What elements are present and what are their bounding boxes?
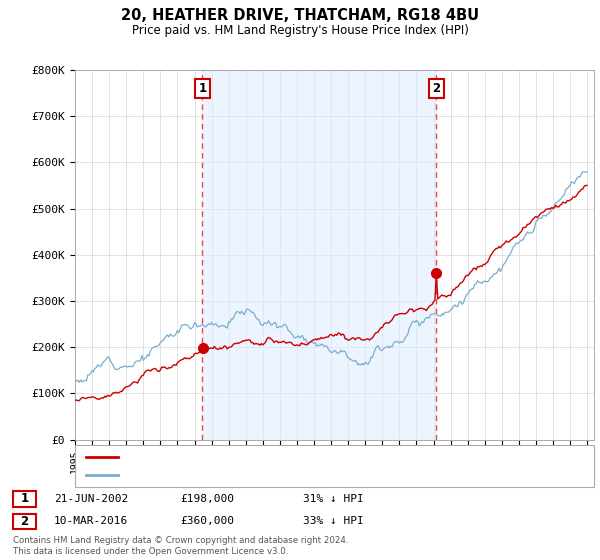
Text: 33% ↓ HPI: 33% ↓ HPI xyxy=(303,516,364,526)
Text: 10-MAR-2016: 10-MAR-2016 xyxy=(54,516,128,526)
Text: Price paid vs. HM Land Registry's House Price Index (HPI): Price paid vs. HM Land Registry's House … xyxy=(131,24,469,36)
Text: 20, HEATHER DRIVE, THATCHAM, RG18 4BU: 20, HEATHER DRIVE, THATCHAM, RG18 4BU xyxy=(121,8,479,24)
Text: Contains HM Land Registry data © Crown copyright and database right 2024.
This d: Contains HM Land Registry data © Crown c… xyxy=(13,536,349,556)
Text: 2: 2 xyxy=(20,515,29,528)
Text: 31% ↓ HPI: 31% ↓ HPI xyxy=(303,494,364,504)
Text: 21-JUN-2002: 21-JUN-2002 xyxy=(54,494,128,504)
Text: HPI: Average price, detached house, West Berkshire: HPI: Average price, detached house, West… xyxy=(125,470,388,480)
Text: 2: 2 xyxy=(433,82,440,95)
Text: 1: 1 xyxy=(198,82,206,95)
Text: 20, HEATHER DRIVE, THATCHAM, RG18 4BU (detached house): 20, HEATHER DRIVE, THATCHAM, RG18 4BU (d… xyxy=(125,452,438,462)
Bar xyxy=(202,70,436,440)
Text: 1: 1 xyxy=(20,492,29,506)
Text: £198,000: £198,000 xyxy=(180,494,234,504)
Text: £360,000: £360,000 xyxy=(180,516,234,526)
